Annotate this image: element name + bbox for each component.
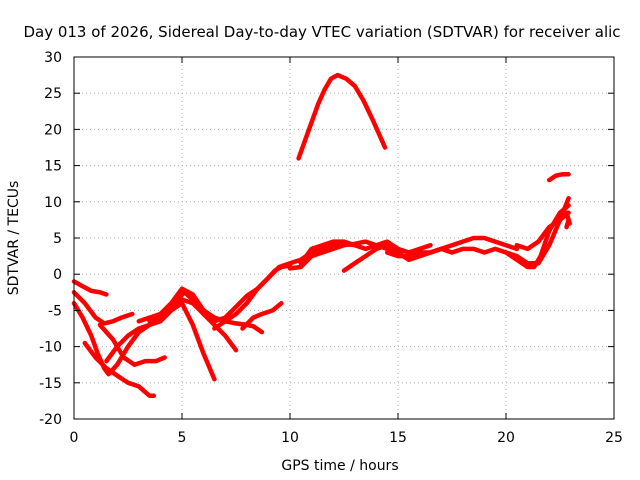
- series-line-pass-l: [298, 239, 433, 266]
- y-tick-label: 0: [53, 267, 62, 283]
- x-tick-label: 15: [389, 430, 407, 446]
- x-tick-label: 0: [70, 430, 79, 446]
- series-line-pass-i: [212, 241, 358, 331]
- x-tick-label: 5: [178, 430, 187, 446]
- y-tick-label: 25: [44, 86, 62, 102]
- y-tick-label: 20: [44, 122, 62, 138]
- x-tick-label: 25: [605, 430, 623, 446]
- y-tick-label: 10: [44, 195, 62, 211]
- y-tick-label: -15: [39, 376, 62, 392]
- x-tick-label: 20: [497, 430, 515, 446]
- series-line-pass-p: [503, 203, 571, 270]
- y-axis-label: SDTVAR / TECUs: [6, 181, 22, 296]
- series-line-pass-r: [564, 210, 572, 230]
- y-tick-label: -5: [48, 303, 62, 319]
- axis-ticks: 0 5 10 15 20 25 -20 -15 -10 -5 0 5 10 15 20 25 30: [39, 50, 623, 446]
- chart-title: Day 013 of 2026, Sidereal Day-to-day VTE…: [23, 23, 620, 41]
- x-axis-label: GPS time / hours: [281, 458, 398, 474]
- series-line-pass-q: [514, 210, 571, 252]
- y-tick-label: -20: [39, 412, 62, 428]
- data-series: [71, 72, 572, 399]
- series-line-pass-a: [71, 279, 109, 297]
- series-line-pass-b: [71, 290, 135, 326]
- series-line-pass-d: [82, 340, 157, 399]
- y-tick-label: 15: [44, 159, 62, 175]
- series-line-pass-c: [71, 300, 217, 382]
- y-tick-label: -10: [39, 340, 62, 356]
- y-tick-label: 5: [53, 231, 62, 247]
- series-line-pass-m: [296, 72, 388, 161]
- series-line-pass-j: [240, 300, 284, 331]
- y-tick-label: 30: [44, 50, 62, 66]
- series-line-pass-e: [97, 322, 167, 367]
- series-line-pass-s: [546, 172, 571, 183]
- x-tick-label: 10: [281, 430, 299, 446]
- grid: [74, 57, 614, 419]
